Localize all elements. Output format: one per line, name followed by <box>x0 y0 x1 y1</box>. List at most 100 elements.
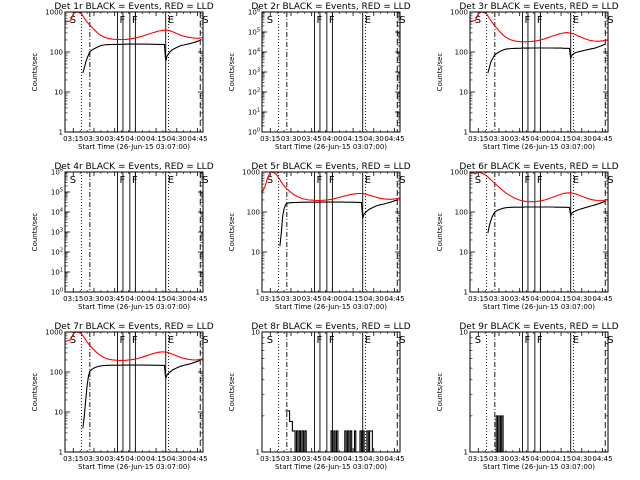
panel-det-1r: Det 1r BLACK = Events, RED = LLD 1 10 100 10… <box>31 2 214 151</box>
y-tick-label: 100 <box>455 209 468 217</box>
x-axis-label: Start Time (26-Jun-15 03:07:00) <box>483 463 595 471</box>
event-marker-label: S <box>70 15 76 26</box>
event-marker-label: S <box>202 335 208 346</box>
y-tick-label: 100 <box>248 128 260 137</box>
plot-frame <box>64 11 204 133</box>
x-tick-label: 03:15 <box>260 455 280 463</box>
x-tick-label: 04:00 <box>125 455 145 463</box>
lld-rate-line <box>64 331 204 361</box>
event-marker-label: F <box>537 15 543 26</box>
x-tick-label: 03:45 <box>510 135 530 143</box>
y-tick-label: 1 <box>256 289 260 297</box>
lld-rate-line <box>261 171 401 201</box>
x-tick-label: 04:15 <box>343 455 363 463</box>
plot-frame <box>261 11 401 133</box>
y-tick-label: 101 <box>51 268 63 277</box>
y-axis-label: Counts/sec <box>436 213 444 252</box>
x-axis-label: Start Time (26-Jun-15 03:07:00) <box>275 463 387 471</box>
y-tick-label: 106 <box>51 168 63 177</box>
x-tick-label: 04:15 <box>343 135 363 143</box>
event-marker-label: F <box>524 175 530 186</box>
event-marker-label: E <box>168 15 174 26</box>
x-tick-label: 04:00 <box>530 295 550 303</box>
x-tick-label: 03:15 <box>63 455 83 463</box>
event-marker-label: S <box>399 15 405 26</box>
event-marker-label: F <box>537 335 543 346</box>
panel-det-4r: Det 4r BLACK = Events, RED = LLD 100 101 10… <box>31 162 214 311</box>
event-marker-label: E <box>365 175 371 186</box>
x-tick-label: 03:45 <box>510 295 530 303</box>
x-tick-label: 03:15 <box>468 135 488 143</box>
events-rate-line <box>494 415 504 453</box>
panel-title: Det 7r BLACK = Events, RED = LLD <box>54 322 213 332</box>
y-axis-label: Counts/sec <box>228 213 236 252</box>
event-marker-label: E <box>168 175 174 186</box>
event-marker-label: S <box>202 15 208 26</box>
x-tick-label: 03:30 <box>489 135 509 143</box>
lld-rate-line <box>64 11 204 41</box>
y-tick-label: 100 <box>247 209 260 217</box>
x-tick-label: 04:15 <box>146 295 166 303</box>
event-marker-label: S <box>202 175 208 186</box>
x-tick-label: 03:15 <box>260 295 280 303</box>
panel-title: Det 3r BLACK = Events, RED = LLD <box>459 2 618 12</box>
plot-frame <box>64 171 204 293</box>
x-tick-label: 04:30 <box>572 135 592 143</box>
x-tick-label: 04:15 <box>146 135 166 143</box>
x-tick-label: 04:45 <box>187 455 207 463</box>
event-marker-label: E <box>365 335 371 346</box>
y-axis-label: Counts/sec <box>31 213 39 252</box>
plot-frame <box>64 331 204 453</box>
x-tick-label: 04:30 <box>167 455 187 463</box>
x-tick-label: 04:30 <box>364 295 384 303</box>
event-marker-label: F <box>329 175 335 186</box>
event-marker-label: S <box>70 335 76 346</box>
x-tick-label: 03:45 <box>105 455 125 463</box>
events-rate-line <box>82 39 201 74</box>
y-tick-label: 1 <box>464 289 468 297</box>
panel-det-9r: Det 9r BLACK = Events, RED = LLD 1 10 03:15… <box>436 322 619 471</box>
x-axis-label: Start Time (26-Jun-15 03:07:00) <box>78 143 190 151</box>
x-axis-label: Start Time (26-Jun-15 03:07:00) <box>275 303 387 311</box>
x-tick-label: 03:30 <box>489 455 509 463</box>
x-tick-label: 03:30 <box>489 295 509 303</box>
x-tick-label: 04:30 <box>167 135 187 143</box>
event-marker-label: S <box>267 175 273 186</box>
x-tick-label: 04:15 <box>551 295 571 303</box>
event-marker-label: F <box>119 15 125 26</box>
x-tick-label: 04:45 <box>384 455 404 463</box>
event-marker-label: S <box>607 15 613 26</box>
panel-title: Det 8r BLACK = Events, RED = LLD <box>251 322 410 332</box>
event-marker-label: S <box>475 335 481 346</box>
x-axis-label: Start Time (26-Jun-15 03:07:00) <box>483 303 595 311</box>
panel-title: Det 5r BLACK = Events, RED = LLD <box>251 162 410 172</box>
events-rate-line <box>285 410 378 453</box>
events-rate-line <box>82 359 201 428</box>
event-marker-label: F <box>329 335 335 346</box>
x-tick-label: 03:30 <box>281 135 301 143</box>
y-tick-label: 106 <box>248 8 260 17</box>
y-tick-label: 1 <box>256 449 260 457</box>
y-tick-label: 102 <box>51 248 63 257</box>
y-tick-label: 101 <box>248 108 260 117</box>
y-axis-label: Counts/sec <box>31 373 39 412</box>
event-marker-label: F <box>316 175 322 186</box>
y-axis-label: Counts/sec <box>436 373 444 412</box>
x-tick-label: 03:15 <box>63 295 83 303</box>
event-marker-label: E <box>573 175 579 186</box>
events-rate-line <box>279 199 398 247</box>
panel-det-8r: Det 8r BLACK = Events, RED = LLD 1 10 03:15… <box>228 322 411 471</box>
x-tick-label: 03:15 <box>260 135 280 143</box>
x-tick-label: 04:15 <box>551 135 571 143</box>
x-tick-label: 03:30 <box>281 295 301 303</box>
event-marker-label: S <box>475 175 481 186</box>
plot-frame <box>469 171 609 293</box>
x-tick-label: 03:15 <box>468 455 488 463</box>
panel-det-2r: Det 2r BLACK = Events, RED = LLD 100 101 10… <box>228 2 411 151</box>
x-tick-label: 04:00 <box>322 455 342 463</box>
x-tick-label: 03:45 <box>302 455 322 463</box>
event-marker-label: F <box>329 15 335 26</box>
y-tick-label: 1000 <box>242 169 260 177</box>
lld-rate-line <box>469 11 609 43</box>
panel-title: Det 4r BLACK = Events, RED = LLD <box>54 162 213 172</box>
